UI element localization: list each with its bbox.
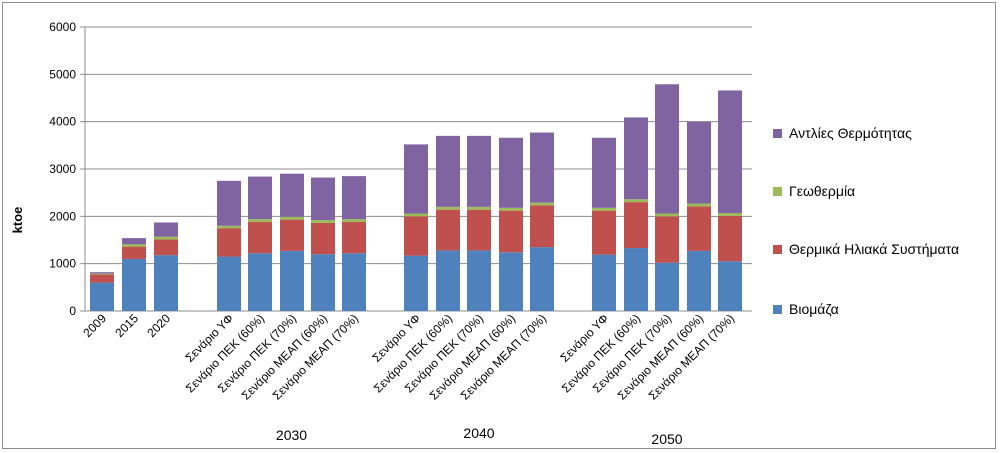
y-tick-label: 3000 (49, 162, 76, 176)
bar-layer (90, 84, 742, 311)
bar-segment-2 (624, 202, 648, 249)
bar-segment-4 (248, 176, 272, 220)
bar-segment-1 (436, 250, 460, 311)
bar-segment-3 (248, 219, 272, 223)
bar-segment-2 (718, 215, 742, 262)
legend: Αντλίες Θερμότητας Γεωθερμία Θερμικά Ηλιακ… (773, 125, 959, 317)
bar-segment-2 (311, 222, 335, 255)
bar-segment-2 (436, 209, 460, 251)
bar-segment-1 (592, 254, 616, 311)
bar-segment-1 (90, 282, 114, 311)
bar-segment-3 (342, 219, 366, 223)
bar-segment-2 (687, 206, 711, 251)
legend-swatch (773, 129, 782, 138)
bar-segment-3 (530, 202, 554, 206)
group-label: 2040 (463, 425, 494, 441)
bar-segment-3 (592, 207, 616, 211)
legend-swatch (773, 305, 782, 314)
bar-segment-2 (280, 219, 304, 251)
bar-segment-4 (122, 238, 146, 245)
y-tick-label: 1000 (49, 257, 76, 271)
bar-segment-1 (499, 252, 523, 311)
legend-swatch (773, 187, 782, 196)
bar-segment-3 (624, 199, 648, 203)
bar-segment-4 (592, 137, 616, 208)
bar-segment-3 (687, 203, 711, 207)
legend-label: Αντλίες Θερμότητας (789, 125, 912, 141)
legend-swatch (773, 245, 782, 254)
bar-segment-2 (248, 222, 272, 254)
bar-segment-4 (311, 177, 335, 221)
bar-segment-2 (342, 222, 366, 254)
bar-segment-1 (280, 250, 304, 311)
bar-segment-3 (404, 213, 428, 217)
x-tick-label: 2020 (144, 311, 173, 340)
bar-segment-2 (217, 228, 241, 257)
bar-segment-3 (499, 207, 523, 211)
bar-segment-4 (217, 180, 241, 226)
bar-segment-3 (90, 273, 114, 275)
bar-segment-1 (624, 248, 648, 311)
bar-segment-4 (467, 135, 491, 207)
bar-segment-2 (122, 246, 146, 259)
bar-segment-2 (154, 239, 178, 256)
bar-segment-3 (280, 216, 304, 220)
bar-segment-4 (530, 132, 554, 203)
bar-segment-2 (592, 210, 616, 255)
bar-segment-1 (217, 256, 241, 311)
y-tick-label: 6000 (49, 20, 76, 34)
bar-segment-2 (467, 209, 491, 251)
bar-segment-4 (687, 121, 711, 204)
bar-segment-1 (342, 253, 366, 311)
bar-segment-3 (217, 225, 241, 229)
x-tick-label: 2015 (112, 311, 141, 340)
bar-segment-1 (530, 247, 554, 311)
bar-segment-1 (718, 261, 742, 311)
bar-segment-3 (122, 244, 146, 247)
bar-segment-1 (467, 250, 491, 311)
bar-segment-4 (655, 84, 679, 214)
y-tick-label: 0 (69, 304, 76, 318)
bar-segment-4 (624, 117, 648, 200)
bar-segment-1 (404, 255, 428, 311)
bar-segment-3 (154, 236, 178, 240)
bar-segment-4 (499, 137, 523, 208)
bar-segment-3 (311, 220, 335, 223)
bar-segment-2 (655, 216, 679, 263)
bar-segment-1 (122, 258, 146, 311)
bar-segment-4 (718, 90, 742, 214)
y-axis-label: ktoe (10, 207, 25, 234)
bar-segment-4 (436, 135, 460, 207)
bar-segment-3 (436, 206, 460, 210)
legend-label: Βιομάζα (789, 301, 839, 317)
bar-segment-2 (90, 274, 114, 283)
bar-segment-3 (718, 213, 742, 216)
legend-label: Θερμικά Ηλιακά Συστήματα (789, 241, 959, 257)
bar-segment-4 (404, 144, 428, 214)
y-tick-label: 2000 (49, 209, 76, 223)
legend-label: Γεωθερμία (789, 183, 855, 199)
x-tick-label: 2009 (80, 311, 109, 340)
bar-segment-3 (655, 213, 679, 217)
bar-segment-2 (404, 216, 428, 256)
bar-segment-3 (467, 206, 491, 210)
bar-segment-4 (280, 173, 304, 217)
bar-segment-1 (311, 254, 335, 311)
y-tick-label: 5000 (49, 67, 76, 81)
y-tick-label: 4000 (49, 115, 76, 129)
group-label: 2050 (651, 431, 682, 447)
bar-segment-1 (655, 262, 679, 311)
bar-segment-1 (154, 255, 178, 311)
bar-segment-2 (530, 205, 554, 248)
bar-segment-1 (248, 253, 272, 311)
bar-segment-1 (687, 250, 711, 311)
group-label: 2030 (276, 427, 307, 443)
bar-segment-4 (90, 272, 114, 274)
bar-segment-4 (154, 222, 178, 237)
group-labels: 2030 2040 2050 (276, 425, 683, 447)
bar-segment-4 (342, 176, 366, 220)
bar-segment-2 (499, 210, 523, 253)
